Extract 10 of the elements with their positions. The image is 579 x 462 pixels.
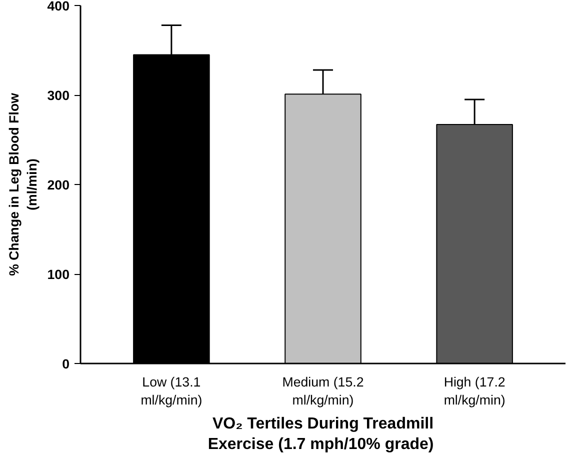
x-tick-label: High (17.2 ml/kg/min) bbox=[444, 374, 506, 408]
x-tick-label: Low (13.1 ml/kg/min) bbox=[140, 374, 202, 408]
y-tick-label: 100 bbox=[47, 267, 70, 282]
x-tick-label: Medium (15.2 ml/kg/min) bbox=[282, 374, 364, 408]
y-tick-label: 400 bbox=[47, 0, 70, 14]
x-axis-title: VO₂ Tertiles During Treadmill Exercise (1.7 mph/10% grade) bbox=[208, 416, 434, 453]
y-tick-label: 0 bbox=[62, 356, 70, 372]
y-axis-title: % Change in Leg Blood Flow (ml/min) bbox=[6, 92, 40, 276]
y-tick-label: 300 bbox=[47, 88, 70, 103]
y-tick-label: 200 bbox=[47, 178, 70, 192]
